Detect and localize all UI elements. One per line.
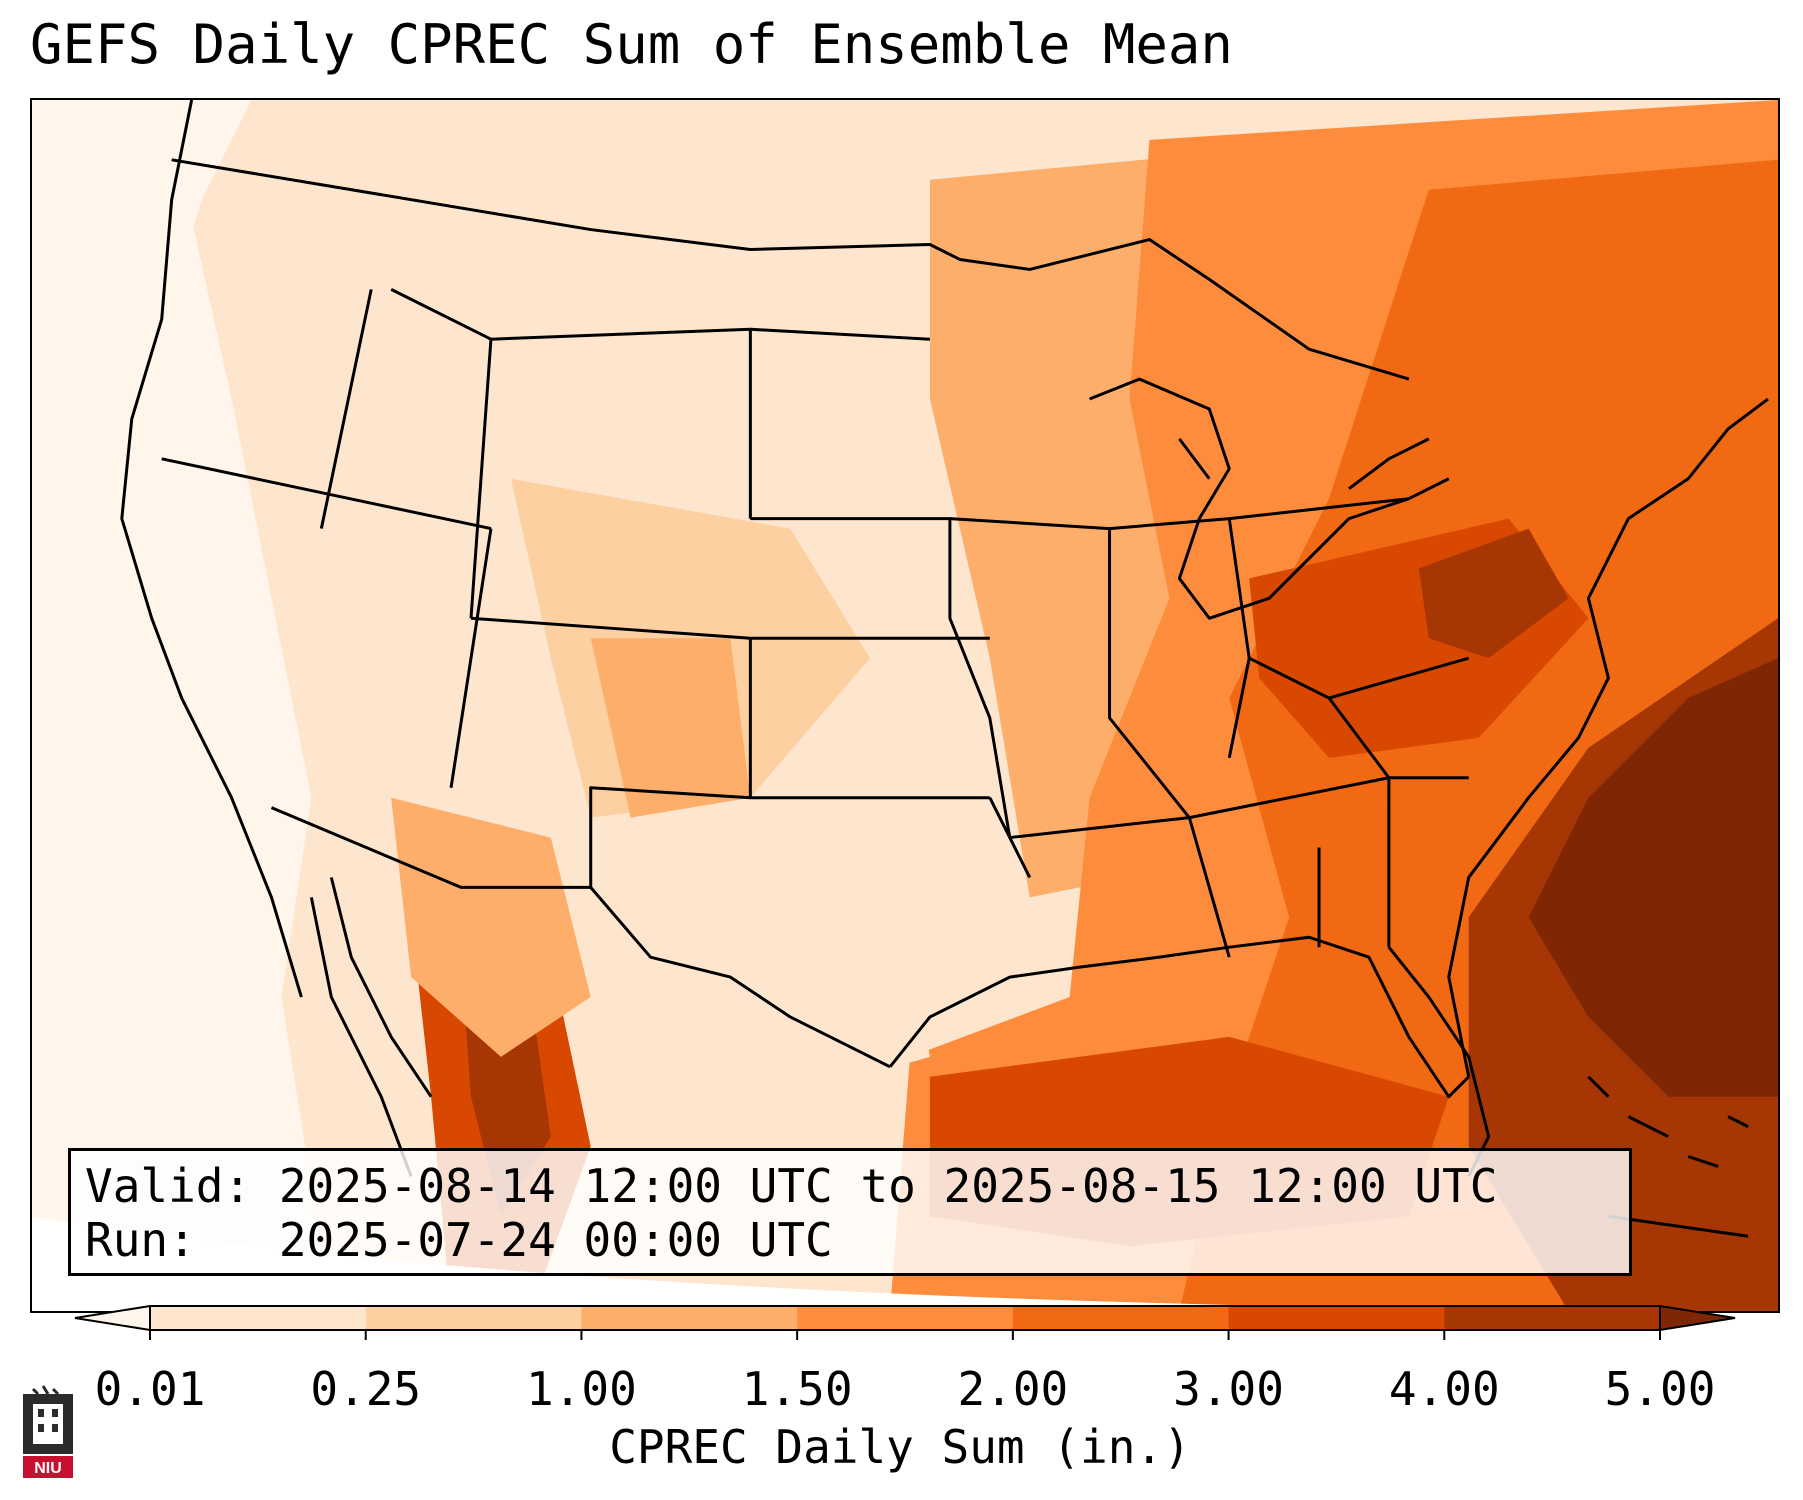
field-southwest	[391, 797, 591, 1057]
canada-border	[171, 158, 1410, 381]
run-time: Run: 2025-07-24 00:00 UTC	[85, 1213, 833, 1267]
colorbar-segment	[1012, 1306, 1230, 1330]
projection-corner	[32, 1216, 1778, 1311]
colorbar-segment	[797, 1306, 1014, 1330]
precipitation-map: Valid: 2025-08-14 12:00 UTC to 2025-08-1…	[30, 98, 1780, 1313]
field-pacific	[32, 100, 292, 1311]
valid-time: Valid: 2025-08-14 12:00 UTC to 2025-08-1…	[85, 1159, 1498, 1213]
colorbar-tick-label: 1.00	[526, 1362, 637, 1416]
caribbean-islands	[1587, 1075, 1749, 1238]
colorbar-extend-right	[1659, 1304, 1736, 1332]
east-coastline	[1447, 397, 1769, 1078]
colorbar-tick-label: 3.00	[1173, 1362, 1284, 1416]
logo-text: NIU	[34, 1460, 62, 1477]
colorbar	[74, 1304, 1736, 1340]
field-atlantic-core	[1528, 658, 1778, 1097]
boundaries	[120, 100, 1769, 1238]
colorbar-segment	[1228, 1306, 1445, 1330]
colorbar-tick-label: 0.25	[310, 1362, 422, 1416]
colorbar-label: CPREC Daily Sum (in.)	[609, 1420, 1191, 1474]
colorbar-tick-label: 0.01	[94, 1362, 206, 1416]
gulf-coastline	[888, 935, 1470, 1099]
colorbar-extend-left	[74, 1304, 151, 1332]
field-texas	[630, 857, 930, 1097]
field-penn-core	[1418, 528, 1569, 659]
west-coastline	[120, 100, 303, 998]
colorbar-tick-label: 4.00	[1388, 1362, 1500, 1416]
baja-coastline	[309, 877, 433, 1177]
map-canvas	[32, 100, 1778, 1311]
colorbar-outline	[149, 1305, 1661, 1331]
great-lakes	[1089, 377, 1430, 620]
map-title: GEFS Daily CPREC Sum of Ensemble Mean	[30, 13, 1233, 76]
colorbar-segment	[150, 1306, 367, 1330]
state-lines	[161, 288, 1470, 958]
colorbar-tick-label: 2.00	[957, 1362, 1069, 1416]
field-colorado	[590, 638, 751, 818]
colorbar-segment	[581, 1306, 798, 1330]
colorbar-tick-label: 1.50	[741, 1362, 853, 1416]
niu-logo: NIU	[23, 1385, 73, 1478]
colorbar-tick-label: 5.00	[1604, 1362, 1716, 1416]
colorbar-segment	[365, 1306, 582, 1330]
info-box: Valid: 2025-08-14 12:00 UTC to 2025-08-1…	[68, 1148, 1632, 1276]
mexico-border	[270, 806, 891, 1069]
colorbar-segment	[1444, 1306, 1661, 1330]
